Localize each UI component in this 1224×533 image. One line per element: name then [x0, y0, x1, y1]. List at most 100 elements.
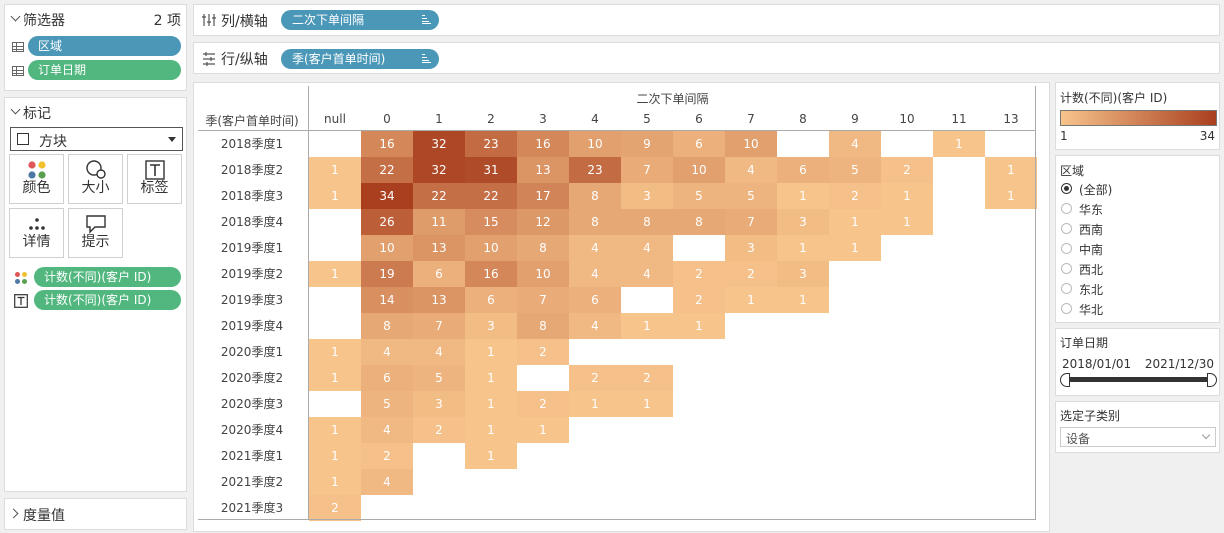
heatmap-cell[interactable]: 12 [517, 209, 569, 235]
heatmap-cell[interactable]: 8 [361, 313, 413, 339]
heatmap-cell[interactable]: 10 [517, 261, 569, 287]
heatmap-cell[interactable]: 3 [777, 209, 829, 235]
mark-field-label[interactable]: 计数(不同)(客户 ID) [34, 290, 181, 310]
heatmap-cell[interactable]: 22 [465, 183, 517, 209]
heatmap-cell[interactable]: 1 [309, 469, 361, 495]
heatmap-cell[interactable]: 5 [361, 391, 413, 417]
heatmap-cell[interactable]: 1 [777, 183, 829, 209]
heatmap-cell[interactable]: 11 [413, 209, 465, 235]
region-radio[interactable] [1060, 262, 1074, 276]
heatmap-cell[interactable]: 1 [309, 443, 361, 469]
region-option-label[interactable]: (全部) [1079, 183, 1113, 197]
heatmap-cell[interactable]: 4 [621, 261, 673, 287]
heatmap-cell[interactable]: 22 [361, 157, 413, 183]
heatmap-cell[interactable]: 7 [621, 157, 673, 183]
region-radio[interactable] [1060, 242, 1074, 256]
heatmap-cell[interactable]: 1 [517, 417, 569, 443]
heatmap-cell[interactable]: 1 [465, 339, 517, 365]
heatmap-cell[interactable]: 1 [465, 417, 517, 443]
heatmap-cell[interactable]: 14 [361, 287, 413, 313]
heatmap-cell[interactable]: 7 [517, 287, 569, 313]
color-legend[interactable]: 计数(不同)(客户 ID) 1 34 [1055, 82, 1220, 150]
heatmap-cell[interactable]: 1 [829, 235, 881, 261]
heatmap-cell[interactable]: 7 [725, 209, 777, 235]
heatmap-cell[interactable]: 4 [361, 469, 413, 495]
rows-pill[interactable]: 季(客户首单时间) [281, 49, 439, 69]
heatmap-cell[interactable]: 4 [361, 417, 413, 443]
heatmap-cell[interactable]: 13 [413, 235, 465, 261]
heatmap-cell[interactable]: 1 [465, 391, 517, 417]
heatmap-cell[interactable]: 2 [569, 365, 621, 391]
measure-values-panel[interactable]: 度量值 [4, 498, 187, 530]
heatmap-cell[interactable]: 1 [985, 183, 1037, 209]
heatmap-cell[interactable]: 1 [309, 365, 361, 391]
mark-type-select[interactable]: 方块 [10, 127, 183, 151]
heatmap-cell[interactable]: 9 [621, 131, 673, 157]
heatmap-cell[interactable]: 32 [413, 157, 465, 183]
heatmap-cell[interactable]: 4 [621, 235, 673, 261]
columns-pill[interactable]: 二次下单间隔 [281, 10, 439, 30]
heatmap-cell[interactable]: 23 [569, 157, 621, 183]
heatmap-cell[interactable]: 1 [465, 365, 517, 391]
chevron-down-icon[interactable] [10, 104, 21, 115]
heatmap-cell[interactable]: 16 [517, 131, 569, 157]
date-end[interactable]: 2021/12/30 [1144, 357, 1214, 371]
heatmap-cell[interactable]: 1 [777, 287, 829, 313]
label-button[interactable]: 标签 [127, 154, 182, 204]
heatmap-cell[interactable]: 1 [881, 183, 933, 209]
heatmap-cell[interactable]: 1 [309, 261, 361, 287]
tooltip-button[interactable]: 提示 [68, 208, 123, 258]
heatmap-cell[interactable]: 32 [413, 131, 465, 157]
heatmap-cell[interactable]: 10 [725, 131, 777, 157]
heatmap-cell[interactable]: 10 [361, 235, 413, 261]
heatmap-cell[interactable]: 1 [621, 313, 673, 339]
heatmap-cell[interactable]: 1 [309, 157, 361, 183]
heatmap-cell[interactable]: 2 [881, 157, 933, 183]
date-start[interactable]: 2018/01/01 [1062, 357, 1132, 371]
heatmap-cell[interactable]: 6 [413, 261, 465, 287]
heatmap-cell[interactable]: 5 [673, 183, 725, 209]
heatmap-cell[interactable]: 2 [725, 261, 777, 287]
heatmap-cell[interactable]: 1 [725, 287, 777, 313]
heatmap-cell[interactable]: 22 [413, 183, 465, 209]
heatmap-cell[interactable]: 34 [361, 183, 413, 209]
heatmap-cell[interactable]: 4 [569, 235, 621, 261]
heatmap-cell[interactable]: 17 [517, 183, 569, 209]
heatmap-cell[interactable]: 1 [309, 339, 361, 365]
heatmap-cell[interactable]: 6 [777, 157, 829, 183]
heatmap-cell[interactable]: 1 [777, 235, 829, 261]
heatmap-cell[interactable]: 16 [361, 131, 413, 157]
heatmap-cell[interactable]: 8 [517, 235, 569, 261]
heatmap-cell[interactable]: 5 [829, 157, 881, 183]
heatmap-cell[interactable]: 1 [881, 209, 933, 235]
region-option-label[interactable]: 东北 [1079, 283, 1104, 297]
subcategory-select[interactable]: 设备 [1060, 427, 1216, 447]
heatmap-cell[interactable]: 26 [361, 209, 413, 235]
heatmap-cell[interactable]: 2 [829, 183, 881, 209]
heatmap-cell[interactable]: 3 [621, 183, 673, 209]
heatmap-cell[interactable]: 4 [725, 157, 777, 183]
region-option-label[interactable]: 中南 [1079, 243, 1104, 257]
heatmap-cell[interactable]: 10 [673, 157, 725, 183]
region-option-label[interactable]: 西南 [1079, 223, 1104, 237]
heatmap-cell[interactable]: 13 [413, 287, 465, 313]
heatmap-cell[interactable]: 8 [621, 209, 673, 235]
heatmap-cell[interactable]: 2 [517, 391, 569, 417]
heatmap-cell[interactable]: 1 [465, 443, 517, 469]
heatmap-cell[interactable]: 2 [413, 417, 465, 443]
heatmap-cell[interactable]: 7 [413, 313, 465, 339]
heatmap-cell[interactable]: 16 [465, 261, 517, 287]
heatmap-cell[interactable]: 3 [413, 391, 465, 417]
region-radio[interactable] [1060, 282, 1074, 296]
filter-pill-region[interactable]: 区域 [28, 36, 181, 56]
region-option-label[interactable]: 西北 [1079, 263, 1104, 277]
heatmap-cell[interactable]: 8 [673, 209, 725, 235]
heatmap-cell[interactable]: 8 [569, 183, 621, 209]
region-option-label[interactable]: 华北 [1079, 303, 1104, 317]
heatmap-cell[interactable]: 3 [725, 235, 777, 261]
heatmap-cell[interactable]: 13 [517, 157, 569, 183]
color-button[interactable]: 颜色 [9, 154, 64, 204]
region-option-label[interactable]: 华东 [1079, 203, 1104, 217]
heatmap-cell[interactable]: 3 [777, 261, 829, 287]
heatmap-cell[interactable]: 4 [413, 339, 465, 365]
